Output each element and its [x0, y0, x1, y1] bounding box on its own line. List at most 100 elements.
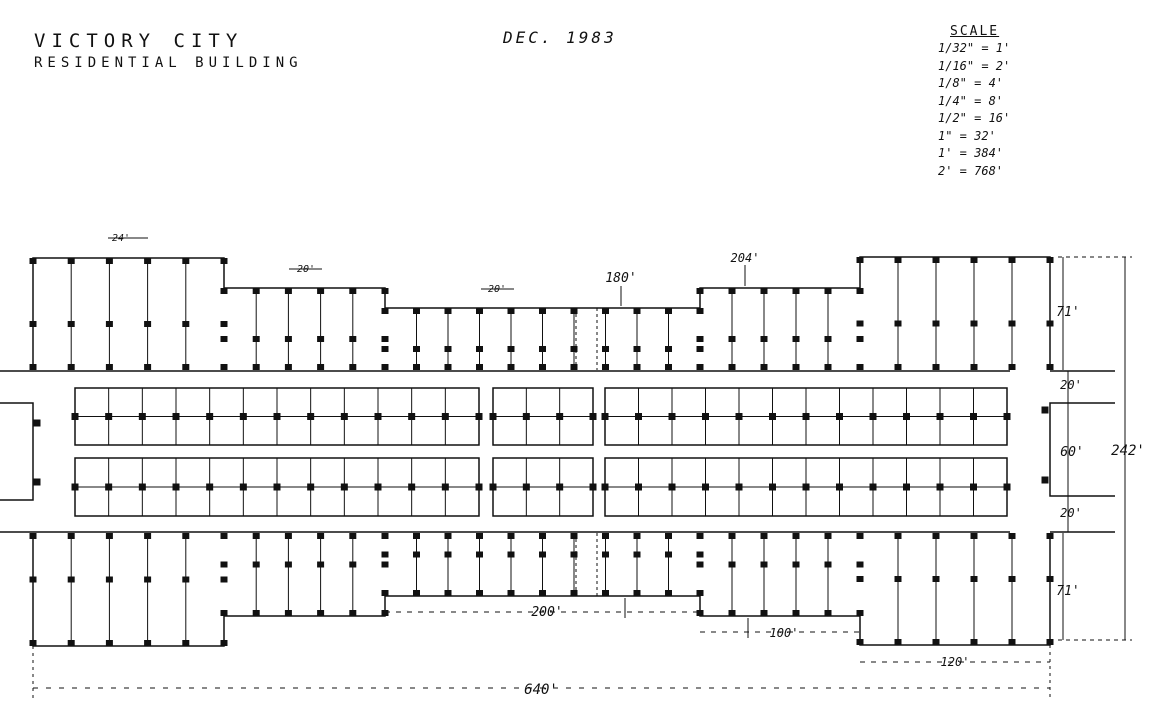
dim-label-242: 242': [1111, 443, 1145, 459]
column-marker: [1046, 364, 1054, 370]
column-marker: [668, 413, 676, 420]
dim-label-204: 204': [731, 251, 760, 265]
column-marker: [769, 413, 776, 420]
column-marker: [665, 346, 672, 352]
column-marker: [1008, 364, 1016, 370]
column-marker: [441, 483, 449, 491]
column-marker: [633, 533, 641, 539]
column-marker: [144, 640, 152, 646]
scale-entry: 1/32" = 1': [938, 41, 1011, 55]
column-marker: [869, 483, 877, 491]
column-marker: [728, 533, 736, 539]
column-marker: [413, 590, 420, 596]
column-marker: [792, 610, 800, 616]
column-marker: [206, 413, 214, 420]
column-marker: [381, 346, 389, 352]
column-marker: [601, 483, 609, 491]
column-marker: [970, 483, 977, 491]
column-marker: [252, 364, 260, 370]
column-marker: [1003, 483, 1011, 491]
column-marker: [570, 533, 578, 539]
dim-label-24: 24': [112, 233, 130, 244]
column-marker: [970, 576, 978, 582]
column-marker: [836, 483, 843, 491]
column-marker: [970, 533, 978, 539]
column-marker: [507, 364, 515, 370]
column-marker: [760, 561, 768, 568]
column-marker: [728, 561, 736, 568]
column-marker: [970, 364, 978, 370]
column-marker: [633, 590, 641, 596]
column-marker: [556, 483, 564, 491]
column-marker: [489, 483, 497, 491]
column-marker: [665, 590, 672, 596]
column-marker: [144, 533, 152, 539]
scale-heading: SCALE: [950, 24, 1000, 39]
column-marker: [317, 336, 325, 342]
column-marker: [220, 610, 228, 616]
column-marker: [702, 413, 709, 420]
column-marker: [869, 413, 877, 420]
column-marker: [413, 551, 420, 558]
column-marker: [728, 610, 736, 616]
column-marker: [182, 576, 190, 583]
column-marker: [182, 364, 190, 370]
column-marker: [539, 364, 546, 370]
column-marker: [1008, 320, 1016, 327]
column-marker: [760, 288, 768, 294]
column-marker: [220, 321, 228, 327]
column-marker: [522, 413, 530, 420]
column-marker: [408, 413, 416, 420]
column-marker: [252, 336, 260, 342]
column-marker: [105, 258, 113, 264]
column-marker: [444, 533, 452, 539]
column-marker: [182, 640, 190, 646]
column-marker: [696, 561, 704, 568]
column-marker: [932, 639, 940, 645]
column-marker: [792, 533, 800, 539]
column-marker: [340, 483, 348, 491]
column-marker: [284, 336, 292, 342]
column-marker: [252, 561, 260, 568]
column-marker: [856, 288, 864, 294]
column-marker: [220, 288, 228, 294]
column-marker: [696, 590, 704, 596]
column-marker: [633, 364, 641, 370]
column-marker: [374, 483, 382, 491]
column-marker: [1041, 476, 1049, 484]
column-marker: [144, 364, 152, 370]
column-marker: [71, 483, 79, 491]
column-marker: [903, 483, 910, 491]
column-marker: [144, 321, 152, 327]
column-marker: [220, 258, 228, 264]
column-marker: [476, 364, 483, 370]
column-marker: [317, 364, 325, 370]
column-marker: [970, 320, 978, 327]
column-marker: [570, 590, 578, 596]
column-marker: [836, 413, 843, 420]
column-marker: [696, 610, 704, 616]
column-marker: [728, 288, 736, 294]
column-marker: [29, 364, 37, 370]
column-marker: [570, 364, 578, 370]
column-marker: [696, 336, 704, 342]
column-marker: [856, 610, 864, 616]
column-marker: [856, 639, 864, 645]
column-marker: [29, 640, 37, 646]
column-marker: [769, 483, 776, 491]
column-marker: [307, 483, 315, 491]
column-marker: [735, 483, 743, 491]
column-marker: [475, 413, 483, 420]
column-marker: [105, 576, 113, 583]
column-marker: [539, 308, 546, 314]
column-marker: [932, 320, 940, 327]
scale-entry: 1/8" = 4': [938, 76, 1004, 90]
column-marker: [144, 258, 152, 264]
column-marker: [33, 419, 41, 427]
column-marker: [489, 413, 497, 420]
dim-label-20-top: 20': [1060, 378, 1082, 392]
column-marker: [182, 258, 190, 264]
column-marker: [903, 413, 910, 420]
column-marker: [589, 413, 597, 420]
